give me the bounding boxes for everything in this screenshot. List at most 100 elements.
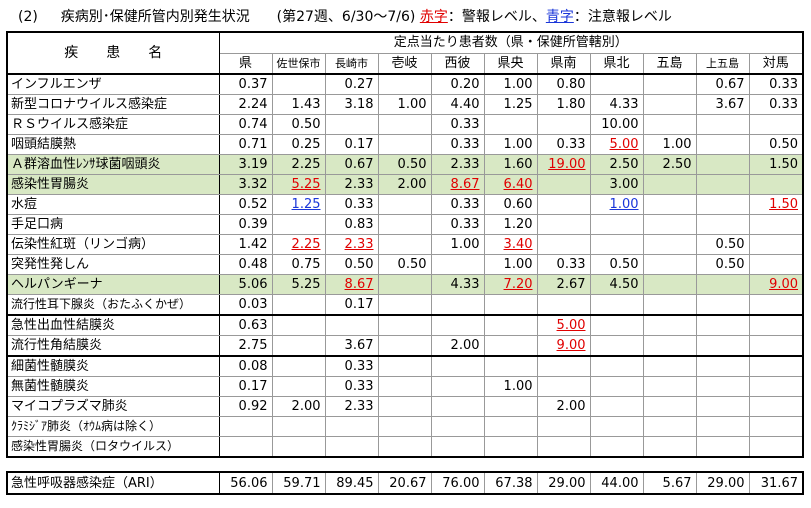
value-text: 0.92 <box>238 399 268 414</box>
value-cell <box>536 356 590 377</box>
value-text: 2.00 <box>556 399 586 414</box>
value-cell <box>695 396 749 417</box>
table-row: 水痘 0.52 1.25 0.33 0.33 0.60 1.00 1.50 <box>6 194 805 215</box>
value-cell: 0.39 <box>218 214 272 235</box>
value-cell <box>430 416 484 437</box>
table-row: 感染性胃腸炎 3.32 5.25 2.33 2.00 8.67 6.40 3.00 <box>6 174 805 195</box>
value-cell <box>642 214 696 235</box>
value-text: 5.25 <box>291 177 321 192</box>
value-cell: 2.25 <box>271 234 325 255</box>
table-row: 咽頭結膜熱 0.71 0.25 0.17 0.33 1.00 0.33 5.00 1.00 0.5… <box>6 134 805 155</box>
page-title: (2) 疾病別･保健所管内別発生状況 (第27週、6/30〜7/6) 赤字：警報… <box>18 6 672 26</box>
value-cell <box>483 436 537 458</box>
value-text: 0.33 <box>769 77 799 92</box>
value-cell <box>218 416 272 437</box>
value-cell <box>695 315 749 336</box>
disease-name: 咽頭結膜熱 <box>6 134 220 155</box>
value-cell: 10.00 <box>589 114 643 135</box>
value-cell <box>695 214 749 235</box>
value-text: 10.00 <box>601 117 639 132</box>
value-text: 0.60 <box>503 197 533 212</box>
value-cell: 1.00 <box>377 94 431 115</box>
value-cell <box>377 274 431 295</box>
value-text: 0.75 <box>291 257 321 272</box>
value-text: 9.00 <box>556 338 586 353</box>
value-cell <box>324 114 378 135</box>
ari-row: 急性呼吸器感染症（ARI） 56.06 59.71 89.45 20.67 76.00 67… <box>6 471 804 495</box>
value-cell <box>748 114 805 135</box>
disease-name: マイコプラズマ肺炎 <box>6 396 220 417</box>
value-cell: 4.50 <box>589 274 643 295</box>
value-text: 3.67 <box>344 338 374 353</box>
value-cell <box>377 294 431 316</box>
value-cell <box>642 194 696 215</box>
value-text: 0.03 <box>238 297 268 312</box>
table-row: 流行性耳下腺炎（おたふくかぜ） 0.03 0.17 <box>6 294 805 316</box>
disease-name: インフルエンザ <box>6 74 220 95</box>
value-cell <box>377 335 431 357</box>
value-cell <box>377 134 431 155</box>
value-cell <box>642 74 696 95</box>
header-region: 対馬 <box>748 53 805 75</box>
value-cell <box>589 214 643 235</box>
ari-value: 29.00 <box>536 471 590 495</box>
table-row: 流行性角結膜炎 2.75 3.67 2.00 9.00 <box>6 335 805 357</box>
header-region: 壱岐 <box>377 53 431 75</box>
value-cell: 1.80 <box>536 94 590 115</box>
header-region: 佐世保市 <box>271 53 325 75</box>
value-cell <box>642 416 696 437</box>
legend-red-text: ：警報レベル、 <box>447 9 546 25</box>
value-cell: 2.33 <box>430 154 484 175</box>
value-cell: 2.00 <box>377 174 431 195</box>
value-text: 0.50 <box>715 257 745 272</box>
value-cell <box>589 436 643 458</box>
value-cell: 1.42 <box>218 234 272 255</box>
value-cell <box>483 396 537 417</box>
value-cell <box>589 74 643 95</box>
value-cell <box>430 356 484 377</box>
value-text: 0.80 <box>556 77 586 92</box>
table-row: 新型コロナウイルス感染症 2.24 1.43 3.18 1.00 4.40 1.25 1.80… <box>6 94 805 115</box>
value-cell: 0.63 <box>218 315 272 336</box>
table-row: 感染性胃腸炎（ロタウイルス） <box>6 436 805 458</box>
value-cell <box>695 174 749 195</box>
value-text: 9.00 <box>769 277 799 292</box>
value-cell <box>430 294 484 316</box>
value-cell: 0.33 <box>536 254 590 275</box>
header-row-2: 県佐世保市 長崎市 壱岐 西彼 県央 県南 県北 五島 上五島 対馬 <box>7 53 805 75</box>
table-row: Ａ群溶血性ﾚﾝｻ球菌咽頭炎 3.19 2.25 0.67 0.50 2.33 1.60 19.… <box>6 154 805 175</box>
value-cell <box>536 194 590 215</box>
value-text: 0.48 <box>238 257 268 272</box>
value-cell <box>589 376 643 397</box>
value-cell <box>430 315 484 336</box>
value-text: 5.06 <box>238 277 268 292</box>
value-cell <box>589 315 643 336</box>
value-cell: 0.17 <box>218 376 272 397</box>
header-region: 長崎市 <box>324 53 378 75</box>
value-text: 4.50 <box>609 277 639 292</box>
value-text: 2.00 <box>397 177 427 192</box>
value-text: 2.67 <box>556 277 586 292</box>
value-text: 3.40 <box>503 237 533 252</box>
disease-name: 感染性胃腸炎（ロタウイルス） <box>6 436 220 458</box>
value-cell: 3.19 <box>218 154 272 175</box>
value-cell <box>748 376 805 397</box>
value-cell <box>218 436 272 458</box>
value-cell <box>377 376 431 397</box>
value-cell <box>483 356 537 377</box>
value-text: 3.18 <box>344 97 374 112</box>
value-cell: 2.00 <box>430 335 484 357</box>
value-cell: 1.00 <box>589 194 643 215</box>
value-cell: 0.50 <box>695 234 749 255</box>
disease-name: Ａ群溶血性ﾚﾝｻ球菌咽頭炎 <box>6 154 220 175</box>
disease-name: 伝染性紅斑（リンゴ病） <box>6 234 220 255</box>
value-cell: 1.25 <box>271 194 325 215</box>
disease-name: 急性出血性結膜炎 <box>6 315 220 336</box>
legend-blue: 青字 <box>545 9 574 25</box>
value-cell: 0.33 <box>748 94 805 115</box>
value-cell <box>377 74 431 95</box>
disease-name: 細菌性髄膜炎 <box>6 356 220 377</box>
value-cell: 0.60 <box>483 194 537 215</box>
value-cell: 0.50 <box>271 114 325 135</box>
value-cell <box>589 396 643 417</box>
